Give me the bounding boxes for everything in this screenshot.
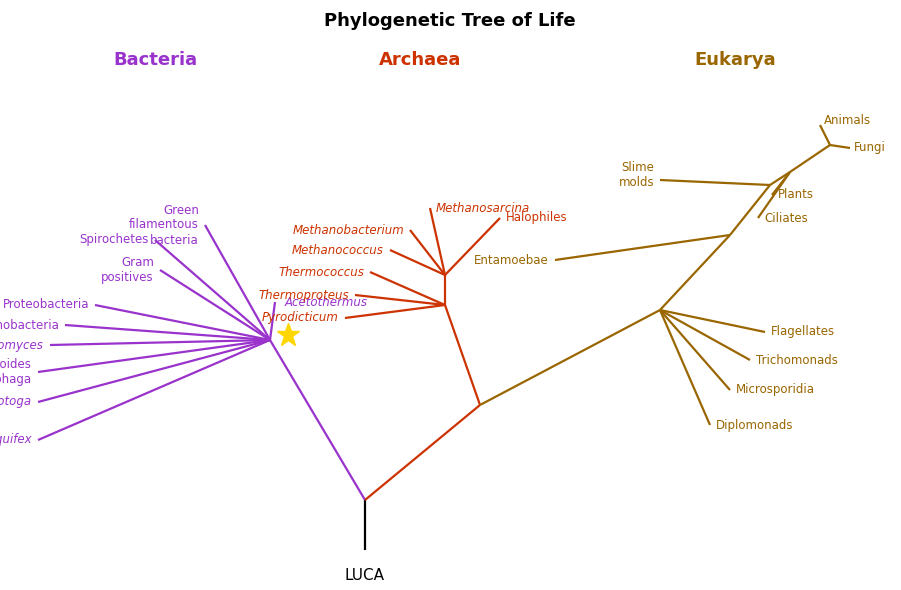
Text: Thermoproteus: Thermoproteus (259, 289, 349, 301)
Text: Bacteroides
Cytophaga: Bacteroides Cytophaga (0, 358, 32, 386)
Text: Planctomyces: Planctomyces (0, 339, 44, 352)
Text: Ciliates: Ciliates (764, 211, 808, 225)
Text: LUCA: LUCA (345, 568, 385, 583)
Text: Methanobacterium: Methanobacterium (292, 224, 404, 237)
Text: Gram
positives: Gram positives (102, 256, 154, 284)
Text: Methanococcus: Methanococcus (292, 244, 384, 257)
Text: Pyrodicticum: Pyrodicticum (262, 312, 339, 325)
Text: Flagellates: Flagellates (771, 326, 835, 339)
Text: Slime
molds: Slime molds (618, 161, 654, 189)
Text: Entamoebae: Entamoebae (474, 254, 549, 267)
Text: Halophiles: Halophiles (506, 211, 568, 225)
Text: Aquifex: Aquifex (0, 434, 32, 447)
Text: Cyanobacteria: Cyanobacteria (0, 319, 59, 332)
Text: Diplomonads: Diplomonads (716, 418, 794, 431)
Text: Acetothermus: Acetothermus (285, 296, 368, 309)
Text: Eukarya: Eukarya (694, 51, 776, 69)
Text: Archaea: Archaea (378, 51, 461, 69)
Text: Spirochetes: Spirochetes (79, 234, 149, 247)
Text: Microsporidia: Microsporidia (736, 384, 815, 396)
Text: Thermococcus: Thermococcus (278, 266, 364, 278)
Text: Proteobacteria: Proteobacteria (3, 299, 89, 312)
Text: Phylogenetic Tree of Life: Phylogenetic Tree of Life (324, 12, 576, 30)
Text: Thermotoga: Thermotoga (0, 395, 32, 408)
Text: Fungi: Fungi (854, 142, 886, 155)
Text: Animals: Animals (824, 114, 871, 127)
Text: Plants: Plants (778, 188, 814, 202)
Text: Trichomonads: Trichomonads (756, 353, 838, 366)
Text: Bacteria: Bacteria (113, 51, 197, 69)
Text: Green
filamentous
bacteria: Green filamentous bacteria (129, 204, 199, 247)
Text: Methanosarcina: Methanosarcina (436, 202, 531, 215)
